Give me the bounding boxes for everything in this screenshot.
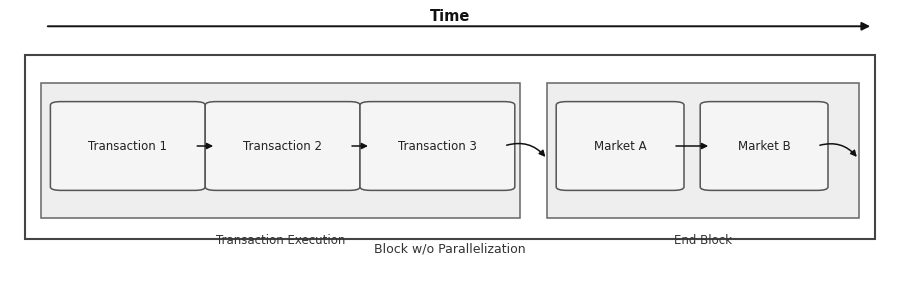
Text: Transaction Execution: Transaction Execution xyxy=(216,234,346,247)
Text: Market A: Market A xyxy=(594,140,646,152)
Text: Time: Time xyxy=(430,9,470,24)
FancyBboxPatch shape xyxy=(205,102,360,190)
FancyBboxPatch shape xyxy=(50,102,205,190)
Text: Transaction 1: Transaction 1 xyxy=(88,140,167,152)
Text: Transaction 3: Transaction 3 xyxy=(398,140,477,152)
Text: End Block: End Block xyxy=(674,234,732,247)
FancyBboxPatch shape xyxy=(360,102,515,190)
FancyBboxPatch shape xyxy=(556,102,684,190)
Text: Market B: Market B xyxy=(738,140,790,152)
FancyBboxPatch shape xyxy=(700,102,828,190)
Text: Block w/o Parallelization: Block w/o Parallelization xyxy=(374,242,526,256)
Text: Transaction 2: Transaction 2 xyxy=(243,140,322,152)
FancyBboxPatch shape xyxy=(25,55,875,239)
FancyBboxPatch shape xyxy=(41,83,520,218)
FancyBboxPatch shape xyxy=(547,83,859,218)
